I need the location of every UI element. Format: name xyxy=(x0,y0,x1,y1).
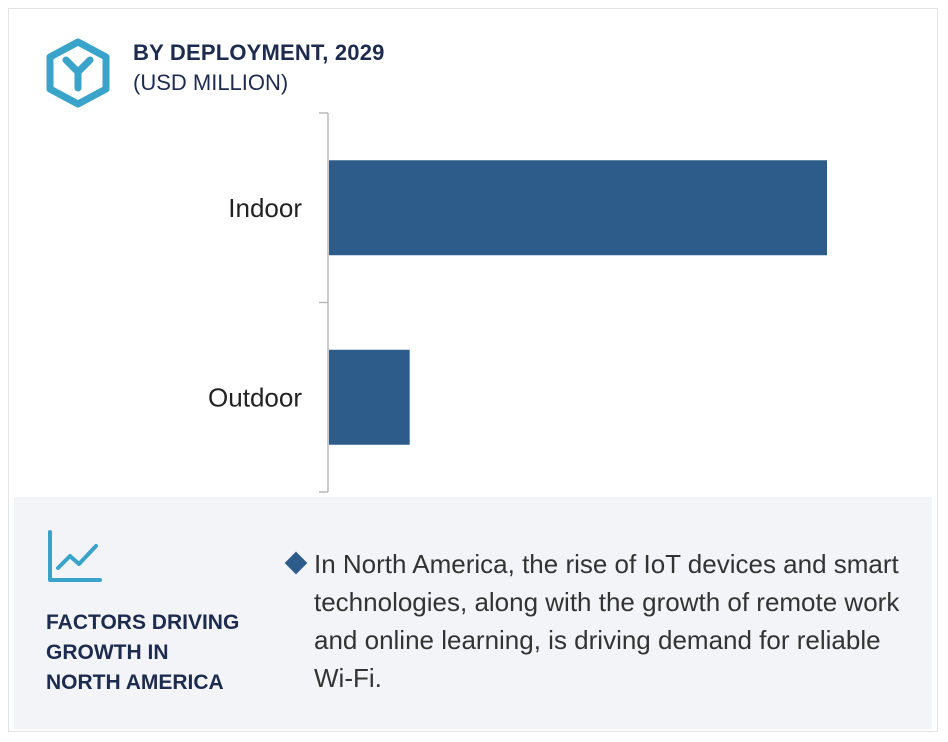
chart-axis xyxy=(319,112,329,493)
category-label-outdoor: Outdoor xyxy=(208,382,302,412)
category-labels: Indoor Outdoor xyxy=(208,193,302,413)
factors-heading: FACTORS DRIVING GROWTH IN NORTH AMERICA xyxy=(46,611,240,694)
trend-chart-icon xyxy=(48,530,102,582)
factors-panel xyxy=(14,497,932,729)
chart-title: BY DEPLOYMENT, 2029 xyxy=(133,40,385,65)
category-label-indoor: Indoor xyxy=(228,193,302,223)
bar-outdoor xyxy=(329,349,410,445)
factors-description: In North America, the rise of IoT device… xyxy=(314,549,900,693)
bar-indoor xyxy=(329,160,827,256)
bar-series xyxy=(329,160,827,445)
hexagon-y-logo-icon xyxy=(46,38,110,108)
chart-subtitle: (USD MILLION) xyxy=(133,70,289,95)
